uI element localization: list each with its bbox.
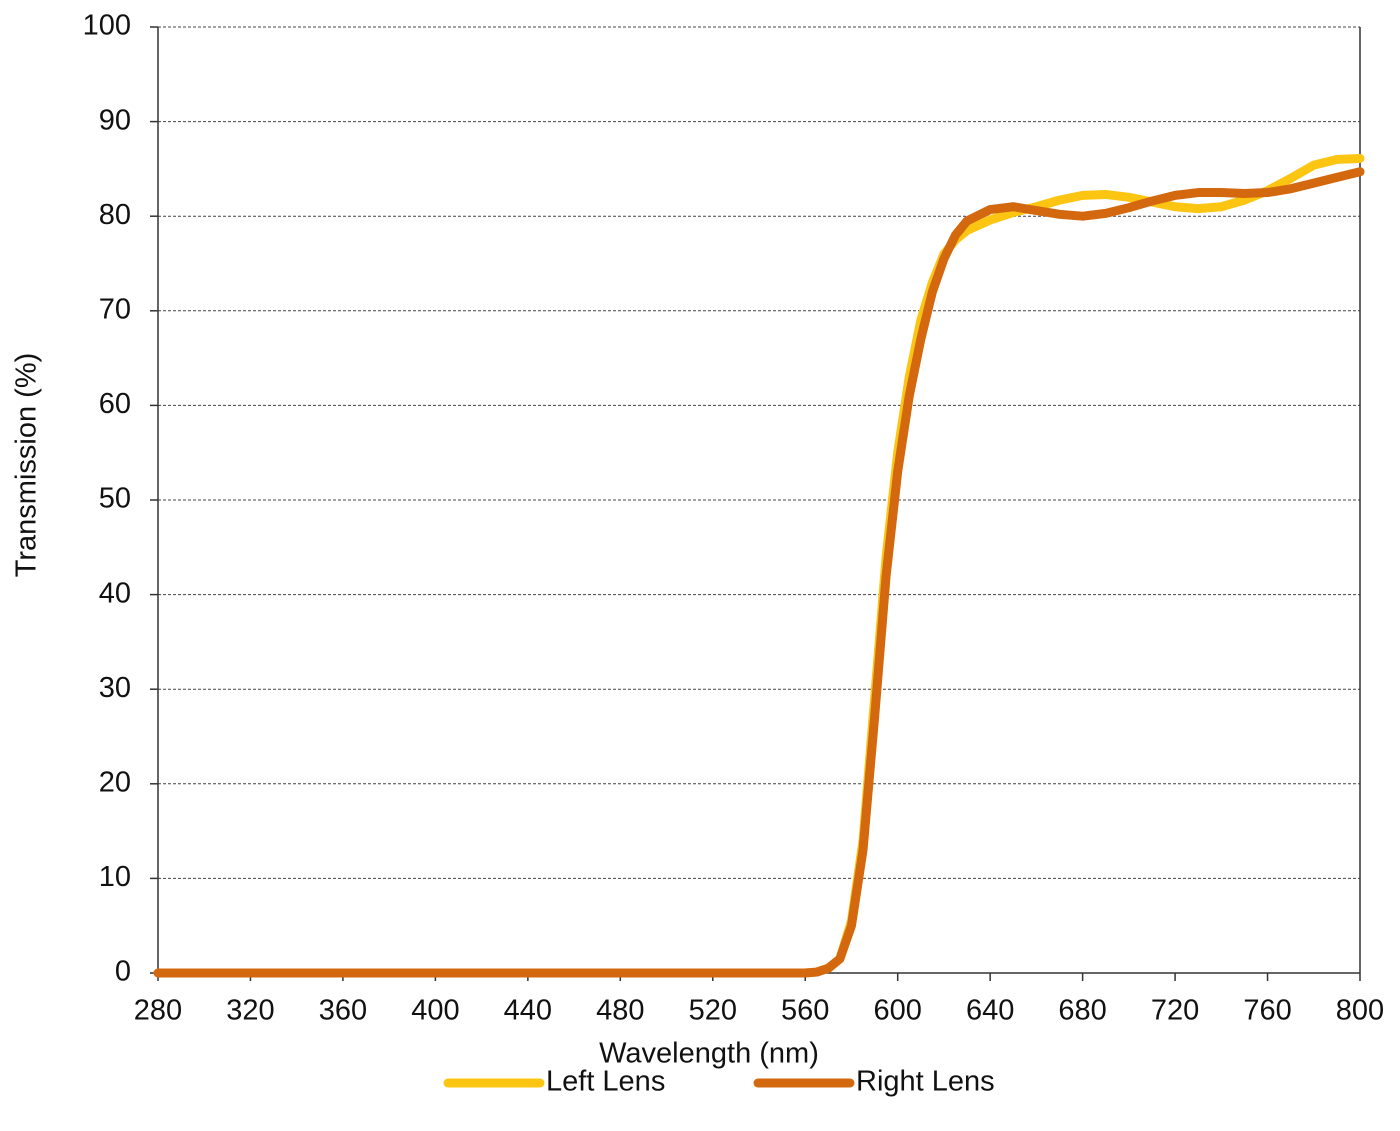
y-tick-label: 10 <box>99 861 131 893</box>
series-line <box>153 153 1365 978</box>
y-tick-label: 40 <box>99 577 131 609</box>
legend-label: Left Lens <box>546 1066 665 1098</box>
x-tick-label: 760 <box>1243 995 1291 1027</box>
y-tick-label: 20 <box>99 766 131 798</box>
x-tick-label: 400 <box>411 995 459 1027</box>
y-tick-label: 100 <box>83 10 131 42</box>
x-tick-label: 640 <box>966 995 1014 1027</box>
x-tick-label: 520 <box>689 995 737 1027</box>
legend-label: Right Lens <box>856 1066 995 1098</box>
x-tick-label: 560 <box>781 995 829 1027</box>
x-tick-label: 720 <box>1151 995 1199 1027</box>
series-line <box>153 167 1365 978</box>
y-tick-label: 90 <box>99 104 131 136</box>
x-tick-label: 800 <box>1336 995 1384 1027</box>
x-tick-label: 280 <box>134 995 182 1027</box>
x-tick-label: 360 <box>319 995 367 1027</box>
y-tick-label: 50 <box>99 483 131 515</box>
x-tick-label: 600 <box>873 995 921 1027</box>
y-tick-label: 0 <box>115 956 131 988</box>
y-axis-label: Transmission (%) <box>11 353 43 578</box>
y-tick-label: 60 <box>99 388 131 420</box>
x-tick-label: 480 <box>596 995 644 1027</box>
y-tick-label: 70 <box>99 293 131 325</box>
x-axis-label: Wavelength (nm) <box>599 1038 819 1070</box>
x-tick-label: 440 <box>504 995 552 1027</box>
x-tick-label: 320 <box>226 995 274 1027</box>
x-tick-label: 680 <box>1058 995 1106 1027</box>
y-tick-label: 80 <box>99 199 131 231</box>
y-tick-label: 30 <box>99 672 131 704</box>
